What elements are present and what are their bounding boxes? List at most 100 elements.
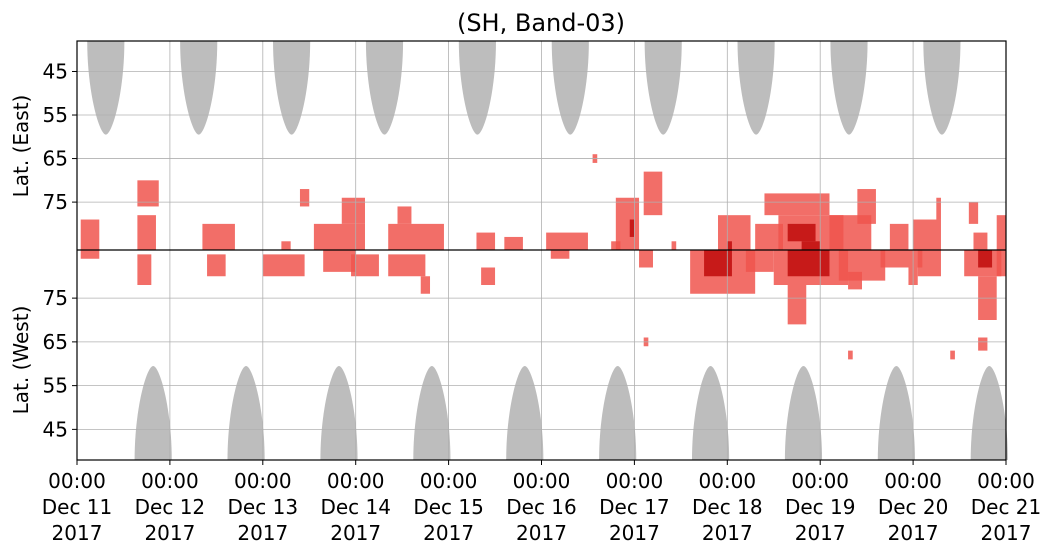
echo-cluster-33 (704, 250, 732, 277)
x-tick-label-5-line-1: 00:00 (420, 469, 478, 493)
y-tick-label-bottom-2: 65 (43, 330, 68, 354)
x-tick-label-11-line-2: Dec 21 (971, 495, 1042, 519)
x-tick-label-2-line-1: 00:00 (141, 469, 199, 493)
echo-cluster-13 (341, 197, 365, 224)
echo-cluster-40 (801, 241, 821, 250)
echo-cluster-5 (137, 254, 152, 285)
echo-cluster-20 (481, 267, 496, 285)
y-tick-label-top-3: 65 (43, 147, 68, 171)
x-tick-label-11-line-1: 00:00 (977, 469, 1035, 493)
echo-cluster-31 (718, 215, 751, 250)
echo-cluster-1 (80, 219, 100, 250)
x-tick-label-3-line-3: 2017 (237, 521, 288, 545)
echo-cluster-64 (848, 350, 853, 360)
echo-cluster-27 (629, 219, 635, 237)
echo-cluster-23 (550, 250, 570, 259)
echo-cluster-29 (639, 250, 653, 268)
echo-cluster-12 (323, 250, 356, 272)
x-tick-label-1-line-1: 00:00 (48, 469, 106, 493)
echo-cluster-10 (299, 189, 310, 207)
daylight-region-bottom-6 (599, 365, 637, 460)
y-tick-label-top-2: 55 (43, 103, 68, 127)
echo-cluster-26 (615, 197, 640, 250)
y-tick-label-bottom-4: 45 (43, 417, 68, 441)
echo-cluster-6 (202, 223, 235, 250)
daylight-region-bottom-4 (413, 365, 451, 460)
echo-cluster-54 (968, 202, 979, 224)
x-tick-label-3-line-1: 00:00 (234, 469, 292, 493)
daylight-region-top-8 (737, 41, 775, 135)
echo-cluster-37 (764, 193, 830, 216)
echo-cluster-21 (504, 236, 523, 250)
echo-cluster-60 (996, 215, 1006, 250)
echo-cluster-28 (643, 171, 663, 216)
echo-cluster-51 (913, 219, 941, 250)
x-tick-label-10-line-1: 00:00 (884, 469, 942, 493)
x-tick-label-6-line-2: Dec 16 (506, 495, 577, 519)
x-tick-label-1-line-2: Dec 11 (42, 495, 113, 519)
x-tick-label-6-line-1: 00:00 (513, 469, 571, 493)
x-tick-label-10-line-3: 2017 (888, 521, 939, 545)
echo-cluster-35 (755, 223, 784, 250)
echo-cluster-62 (950, 350, 955, 360)
echo-cluster-14 (351, 254, 379, 277)
daylight-region-top-4 (365, 41, 404, 135)
x-tick-label-8-line-3: 2017 (702, 521, 753, 545)
x-tick-label-6-line-3: 2017 (516, 521, 567, 545)
echo-cluster-22 (546, 232, 588, 250)
x-tick-label-3-line-2: Dec 13 (228, 495, 299, 519)
daylight-region-top-9 (830, 41, 868, 135)
daylight-region-bottom-9 (877, 365, 915, 460)
y-tick-label-top-4: 75 (43, 190, 68, 214)
daylight-region-bottom-2 (227, 365, 265, 460)
y-axis-label-east: Lat. (East) (9, 95, 33, 198)
y-tick-label-bottom-3: 55 (43, 374, 68, 398)
x-tick-label-10-line-2: Dec 20 (878, 495, 949, 519)
daylight-region-top-2 (180, 41, 218, 135)
daylight-region-top-3 (273, 41, 311, 135)
echo-cluster-39 (787, 223, 816, 242)
daylight-region-top-7 (644, 41, 682, 135)
x-tick-label-7-line-1: 00:00 (606, 469, 664, 493)
echo-cluster-11 (313, 223, 365, 250)
x-tick-label-5-line-2: Dec 15 (413, 495, 484, 519)
daylight-region-top-6 (551, 41, 589, 135)
x-tick-label-2-line-2: Dec 12 (135, 495, 206, 519)
y-axis-label-west: Lat. (West) (9, 306, 33, 415)
daylight-region-top-1 (87, 41, 125, 135)
echo-cluster-55 (973, 232, 988, 250)
x-tick-label-4-line-3: 2017 (330, 521, 381, 545)
x-tick-label-11-line-3: 2017 (981, 521, 1032, 545)
daylight-region-bottom-10 (970, 365, 1008, 460)
daylight-region-bottom-3 (320, 365, 358, 460)
x-tick-label-4-line-1: 00:00 (327, 469, 385, 493)
chart-title: (SH, Band-03) (457, 9, 625, 37)
echo-layer (80, 154, 1006, 360)
y-tick-layer: 45 55 65 75 75 65 55 45 (43, 59, 77, 441)
daylight-region-bottom-1 (134, 365, 172, 460)
echo-cluster-19 (476, 232, 496, 250)
daylight-region-top-5 (458, 41, 496, 135)
echo-cluster-16 (397, 206, 412, 224)
echo-cluster-4 (137, 180, 159, 207)
echo-cluster-43 (787, 285, 807, 325)
x-tick-label-9-line-1: 00:00 (791, 469, 849, 493)
echo-cluster-9 (262, 254, 305, 277)
echo-cluster-36 (745, 250, 774, 272)
echo-cluster-2 (80, 250, 100, 259)
x-tick-label-7-line-2: Dec 17 (599, 495, 670, 519)
x-tick-label-1-line-3: 2017 (52, 521, 103, 545)
daylight-layer (87, 41, 1008, 460)
x-tick-label-8-line-2: Dec 18 (692, 495, 763, 519)
echo-cluster-42 (787, 250, 830, 277)
x-tick-label-2-line-3: 2017 (144, 521, 195, 545)
x-tick-label-8-line-1: 00:00 (698, 469, 756, 493)
echo-cluster-59 (996, 250, 1006, 277)
echo-cluster-7 (207, 254, 226, 277)
x-tick-label-5-line-3: 2017 (423, 521, 474, 545)
x-tick-label-7-line-3: 2017 (609, 521, 660, 545)
x-tick-label-9-line-3: 2017 (795, 521, 846, 545)
y-tick-label-bottom-1: 75 (43, 286, 68, 310)
